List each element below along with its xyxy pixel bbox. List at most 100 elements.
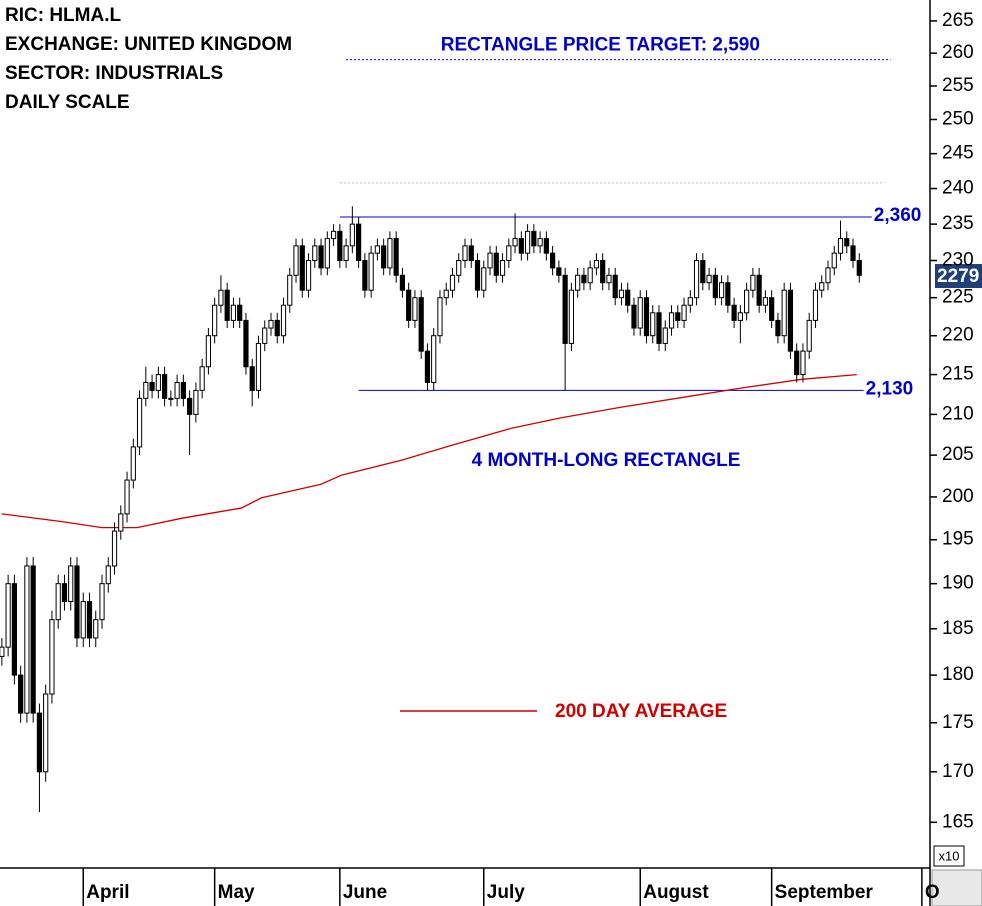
candle-body (318, 245, 324, 269)
x-tick-label: September (775, 882, 874, 903)
candle-body (124, 479, 130, 515)
candle-body (637, 297, 643, 329)
candle-body (587, 267, 593, 284)
candle-body (731, 304, 737, 321)
candle-body (593, 260, 600, 269)
y-tick-label: 205 (942, 444, 974, 465)
candle-body (493, 252, 499, 276)
candle-body (650, 312, 656, 337)
x-tick-label: July (487, 882, 525, 903)
candle-body (474, 260, 481, 291)
candle-body (831, 252, 837, 269)
candle-body (700, 260, 706, 284)
candle-body (837, 238, 844, 254)
candle-body (161, 374, 168, 399)
annotation: 4 MONTH-LONG RECTANGLE (472, 450, 741, 471)
candle-body (0, 646, 5, 657)
candle-body (850, 245, 856, 262)
candle-body (487, 252, 493, 269)
last-price-label: 2279 (937, 266, 979, 287)
y-tick-label: 200 (942, 486, 974, 507)
candle-body (149, 381, 155, 391)
y-tick-label: 255 (942, 75, 974, 96)
candle-body (362, 260, 368, 291)
candle-body (550, 252, 556, 269)
candle-body (725, 282, 731, 306)
x-tick-label: April (86, 882, 129, 903)
candle-body (11, 583, 17, 676)
y-tick-label: 235 (942, 213, 974, 234)
candle-body (93, 619, 99, 639)
marks-layer (0, 206, 982, 867)
candle-body (718, 282, 725, 299)
candle-body (356, 223, 362, 262)
level-label: 2,360 (874, 205, 922, 226)
candle-body (243, 319, 249, 368)
candle-body (255, 342, 262, 391)
candle-body (631, 304, 637, 329)
candle-body (575, 274, 581, 291)
candle-body (531, 230, 537, 247)
candle-body (568, 289, 574, 344)
candle-body (806, 319, 812, 352)
candle-body (193, 389, 199, 415)
candle-body (462, 245, 468, 262)
candle-body (562, 274, 568, 344)
y-tick-label: 210 (942, 403, 974, 424)
x-tick-label: August (643, 882, 709, 903)
level-label: RECTANGLE PRICE TARGET: 2,590 (441, 35, 760, 56)
candle-body (606, 274, 612, 284)
candle-body (512, 238, 518, 247)
candle-body (812, 289, 819, 321)
candle-body (675, 312, 681, 321)
candle-body (99, 583, 105, 621)
candle-body (49, 619, 55, 695)
candle-body (43, 693, 49, 773)
candle-body (800, 350, 806, 376)
candle-body (449, 274, 456, 291)
level-label: 2,130 (866, 378, 914, 399)
candle-body (524, 230, 531, 254)
candle-body (756, 274, 762, 306)
candle-body (687, 297, 693, 306)
candle-body (18, 674, 24, 714)
candle-body (174, 381, 180, 399)
candle-body (543, 238, 549, 254)
ma-line (1, 373, 857, 529)
x-tick-label: June (343, 882, 387, 903)
candle-body (143, 381, 149, 399)
candle-body (305, 260, 312, 291)
header-line: EXCHANGE: UNITED KINGDOM (5, 34, 292, 55)
last-price-tag (935, 264, 982, 289)
candle-body (330, 230, 337, 240)
header-line: RIC: HLMA.L (5, 5, 121, 26)
y-tick-label: 230 (942, 250, 974, 271)
candle-body (412, 297, 418, 321)
candle-body (712, 274, 718, 299)
candle-body (499, 260, 506, 276)
candle-body (443, 289, 449, 299)
candle-body (406, 289, 412, 321)
candle-body (775, 319, 781, 337)
candle-body (337, 230, 343, 262)
y-tick-label: 250 (942, 109, 974, 130)
y-tick-label: 180 (942, 664, 974, 685)
candle-body (187, 397, 193, 415)
y-tick-label: 245 (942, 143, 974, 164)
candle-body (36, 712, 43, 773)
candle-body (393, 238, 399, 276)
candle-body (750, 274, 756, 291)
candle-body (537, 238, 543, 247)
candle-body (61, 583, 68, 603)
candle-body (262, 327, 268, 344)
candle-body (468, 245, 474, 262)
y-tick-label: 220 (942, 325, 974, 346)
y-tick-label: 225 (942, 287, 974, 308)
candle-body (618, 289, 625, 299)
header-line: DAILY SCALE (5, 92, 130, 113)
candle-body (825, 267, 831, 284)
candle-body (668, 312, 675, 329)
corner-box (931, 869, 982, 906)
candle-body (218, 289, 224, 306)
